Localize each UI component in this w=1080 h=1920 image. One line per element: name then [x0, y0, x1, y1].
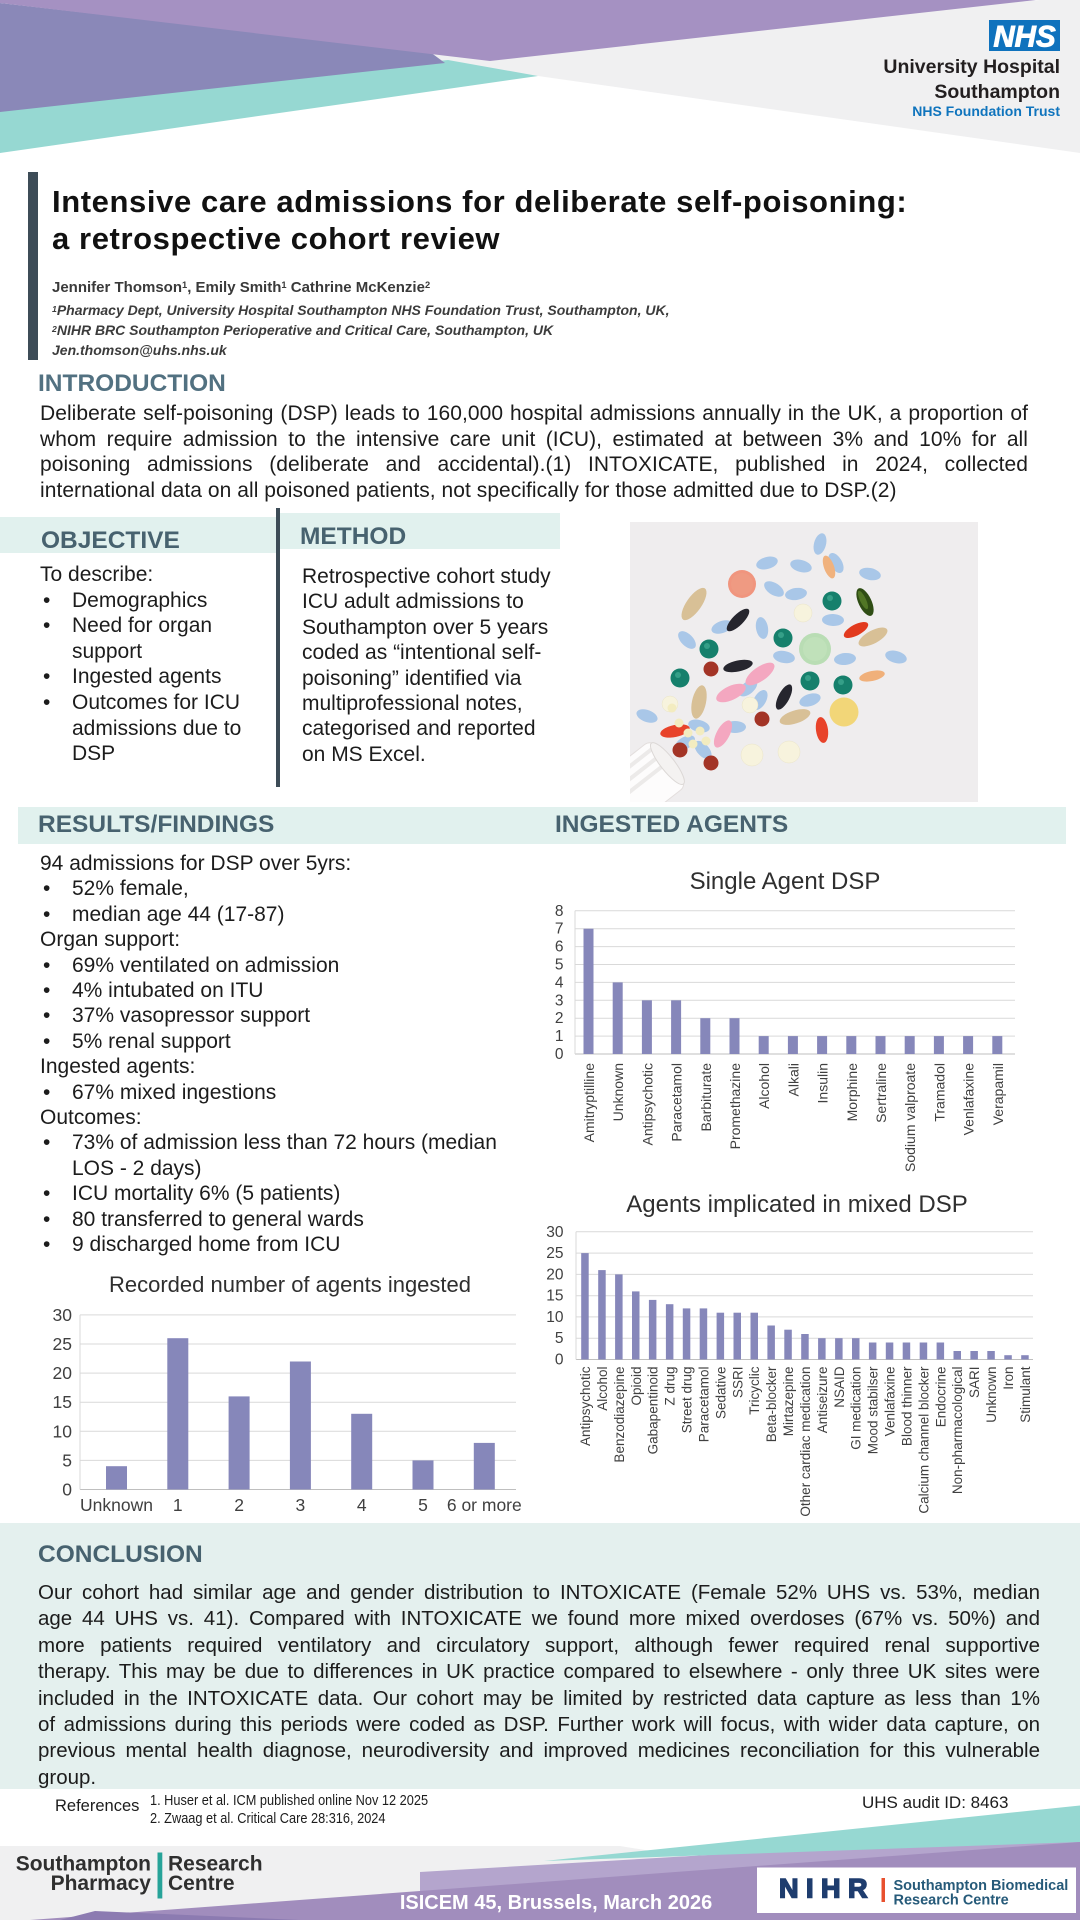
- svg-text:5: 5: [62, 1450, 72, 1470]
- svg-text:NHS: NHS: [993, 21, 1056, 54]
- svg-text:0: 0: [555, 1352, 564, 1369]
- svg-text:Paracetamol: Paracetamol: [696, 1367, 711, 1443]
- svg-text:Mirtazepine: Mirtazepine: [781, 1367, 796, 1437]
- svg-text:Z drug: Z drug: [663, 1367, 678, 1406]
- svg-text:Gabapentinoid: Gabapentinoid: [646, 1367, 661, 1455]
- svg-text:7: 7: [555, 921, 564, 938]
- svg-text:20: 20: [53, 1363, 73, 1383]
- svg-text:1: 1: [173, 1495, 183, 1515]
- svg-text:Southampton Biomedical: Southampton Biomedical: [894, 1878, 1069, 1894]
- svg-text:Research: Research: [168, 1853, 263, 1876]
- svg-text:Iron: Iron: [1001, 1367, 1016, 1390]
- svg-text:5: 5: [418, 1495, 428, 1515]
- svg-text:Alcohol: Alcohol: [595, 1367, 610, 1411]
- svg-text:20: 20: [546, 1266, 564, 1283]
- svg-text:Sodium valproate: Sodium valproate: [902, 1063, 918, 1172]
- svg-text:Southampton: Southampton: [934, 81, 1060, 103]
- svg-text:30: 30: [546, 1224, 564, 1241]
- svg-text:Opioid: Opioid: [629, 1367, 644, 1406]
- svg-text:Amitryptilline: Amitryptilline: [581, 1063, 597, 1143]
- svg-text:Pharmacy: Pharmacy: [51, 1872, 152, 1895]
- svg-text:NIHR: NIHR: [779, 1874, 875, 1904]
- svg-text:Morphine: Morphine: [844, 1063, 860, 1122]
- svg-text:Verapamil: Verapamil: [990, 1063, 1006, 1125]
- svg-text:6 or more: 6 or more: [447, 1495, 522, 1515]
- svg-text:Tricyclic: Tricyclic: [747, 1366, 762, 1414]
- svg-text:Antipsychotic: Antipsychotic: [578, 1366, 593, 1446]
- svg-text:Other cardiac medication: Other cardiac medication: [798, 1367, 813, 1517]
- svg-text:4: 4: [357, 1495, 367, 1515]
- svg-text:30: 30: [53, 1305, 73, 1325]
- svg-text:Insulin: Insulin: [815, 1063, 831, 1103]
- svg-text:Barbiturate: Barbiturate: [698, 1063, 714, 1132]
- svg-text:Sertraline: Sertraline: [873, 1063, 889, 1123]
- svg-text:Benzodiazepine: Benzodiazepine: [612, 1367, 627, 1463]
- svg-text:SARI: SARI: [967, 1367, 982, 1399]
- svg-text:8: 8: [555, 903, 564, 920]
- svg-text:Sedative: Sedative: [713, 1367, 728, 1420]
- svg-text:2: 2: [555, 1010, 564, 1027]
- svg-text:Single Agent DSP: Single Agent DSP: [690, 868, 881, 895]
- svg-text:Southampton: Southampton: [16, 1853, 151, 1876]
- svg-text:5: 5: [555, 1330, 564, 1347]
- svg-text:2: 2: [234, 1495, 244, 1515]
- svg-text:SSRI: SSRI: [730, 1367, 745, 1399]
- svg-text:1: 1: [555, 1028, 564, 1045]
- svg-text:15: 15: [546, 1288, 563, 1305]
- svg-text:10: 10: [546, 1309, 564, 1326]
- svg-text:Blood thinner: Blood thinner: [900, 1366, 915, 1446]
- svg-text:GI medication: GI medication: [849, 1367, 864, 1450]
- svg-text:Venlafaxine: Venlafaxine: [883, 1367, 898, 1437]
- svg-text:Street drug: Street drug: [680, 1367, 695, 1434]
- svg-text:Calcium channel blocker: Calcium channel blocker: [916, 1366, 931, 1514]
- svg-text:NHS Foundation Trust: NHS Foundation Trust: [912, 103, 1060, 119]
- svg-text:3: 3: [555, 992, 564, 1009]
- svg-text:Unknown: Unknown: [984, 1367, 999, 1423]
- svg-text:6: 6: [555, 939, 564, 956]
- svg-text:5: 5: [555, 957, 564, 974]
- svg-text:3: 3: [296, 1495, 306, 1515]
- svg-text:Centre: Centre: [168, 1872, 235, 1895]
- svg-text:Alcohol: Alcohol: [756, 1063, 772, 1109]
- svg-text:10: 10: [53, 1421, 73, 1441]
- svg-text:Antiseizure: Antiseizure: [815, 1367, 830, 1434]
- svg-text:NSAID: NSAID: [832, 1366, 847, 1408]
- svg-text:4: 4: [555, 974, 564, 991]
- svg-text:Tramadol: Tramadol: [931, 1063, 947, 1122]
- svg-text:Non-pharmacological: Non-pharmacological: [950, 1367, 965, 1495]
- svg-text:25: 25: [53, 1334, 72, 1354]
- svg-text:0: 0: [62, 1480, 72, 1500]
- svg-text:Promethazine: Promethazine: [727, 1063, 743, 1150]
- svg-text:0: 0: [555, 1046, 564, 1063]
- svg-text:Endocrine: Endocrine: [933, 1367, 948, 1428]
- svg-text:Research Centre: Research Centre: [894, 1893, 1009, 1909]
- svg-text:Paracetamol: Paracetamol: [669, 1063, 685, 1142]
- svg-text:25: 25: [546, 1245, 563, 1262]
- svg-text:Antipsychotic: Antipsychotic: [639, 1063, 655, 1145]
- svg-text:University Hospital: University Hospital: [883, 56, 1060, 78]
- svg-text:15: 15: [53, 1392, 72, 1412]
- svg-text:Unknown: Unknown: [80, 1495, 153, 1515]
- svg-text:Beta-blocker: Beta-blocker: [764, 1366, 779, 1442]
- svg-text:Alkali: Alkali: [785, 1063, 801, 1096]
- svg-text:Agents implicated in mixed DSP: Agents implicated in mixed DSP: [626, 1191, 967, 1218]
- svg-text:Recorded number of agents inge: Recorded number of agents ingested: [109, 1272, 471, 1297]
- svg-text:Unknown: Unknown: [610, 1063, 626, 1121]
- svg-text:Venlafaxine: Venlafaxine: [961, 1063, 977, 1136]
- svg-text:Stimulant: Stimulant: [1018, 1366, 1033, 1423]
- svg-text:Mood stabilser: Mood stabilser: [866, 1366, 881, 1454]
- svg-text:ISICEM 45, Brussels, March 202: ISICEM 45, Brussels, March 2026: [400, 1892, 712, 1914]
